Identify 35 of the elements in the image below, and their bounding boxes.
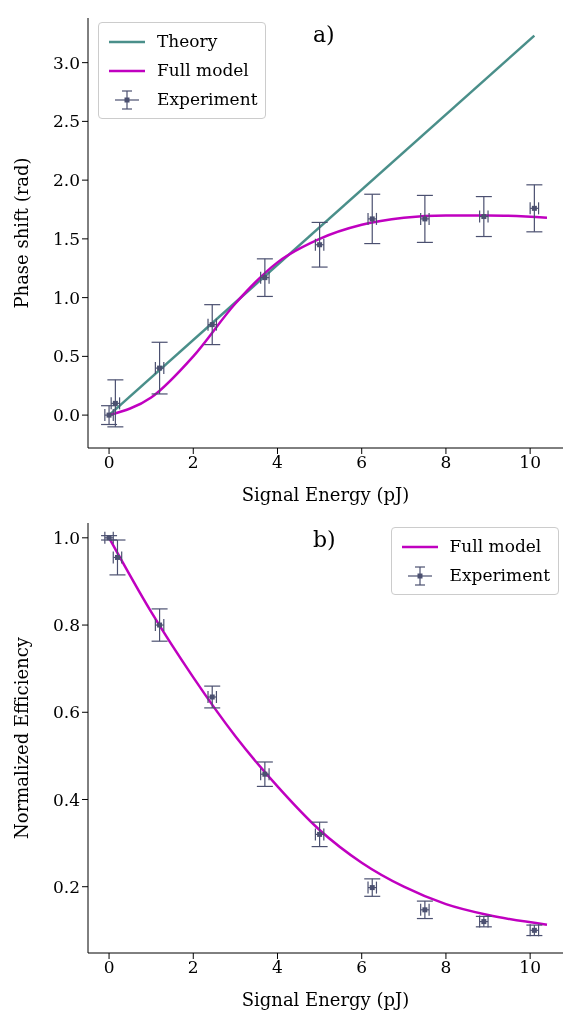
y-tick-label: 0.2 bbox=[52, 876, 80, 897]
x-tick-label: 2 bbox=[187, 957, 199, 978]
x-axis-title: Signal Energy (pJ) bbox=[241, 484, 410, 505]
y-tick-label: 0.4 bbox=[52, 789, 80, 810]
y-tick-label: 2.0 bbox=[52, 170, 80, 191]
y-tick-label: 0.6 bbox=[52, 702, 80, 723]
y-axis-title: Phase shift (rad) bbox=[11, 157, 33, 309]
y-axis-title: Normalized Efficiency bbox=[11, 636, 33, 839]
y-tick-label: 0.0 bbox=[52, 405, 80, 426]
legend-label: Experiment bbox=[157, 88, 258, 111]
legend-label: Full model bbox=[449, 535, 542, 558]
x-axis-title: Signal Energy (pJ) bbox=[241, 989, 410, 1010]
y-tick-label: 2.5 bbox=[52, 111, 80, 132]
y-tick-label: 1.0 bbox=[52, 287, 80, 308]
legend-label: Experiment bbox=[449, 564, 550, 587]
y-tick-label: 1.5 bbox=[52, 228, 80, 249]
y-tick-label: 0.8 bbox=[52, 615, 80, 636]
x-tick-label: 10 bbox=[519, 452, 541, 473]
annotation: b) bbox=[313, 527, 336, 552]
y-tick-label: 1.0 bbox=[52, 527, 80, 548]
x-tick-label: 2 bbox=[187, 452, 199, 473]
x-tick-label: 0 bbox=[103, 452, 115, 473]
annotation: a) bbox=[313, 22, 335, 47]
x-tick-label: 8 bbox=[440, 957, 452, 978]
x-tick-label: 8 bbox=[440, 452, 452, 473]
x-tick-label: 6 bbox=[356, 957, 368, 978]
x-tick-label: 4 bbox=[272, 452, 283, 473]
legend-label: Theory bbox=[157, 30, 218, 53]
y-tick-label: 3.0 bbox=[52, 52, 80, 73]
x-tick-label: 6 bbox=[356, 452, 368, 473]
legend-label: Full model bbox=[157, 59, 249, 82]
x-tick-label: 10 bbox=[519, 957, 541, 978]
y-tick-label: 0.5 bbox=[52, 346, 80, 367]
x-tick-label: 4 bbox=[272, 957, 283, 978]
x-tick-label: 0 bbox=[103, 957, 115, 978]
